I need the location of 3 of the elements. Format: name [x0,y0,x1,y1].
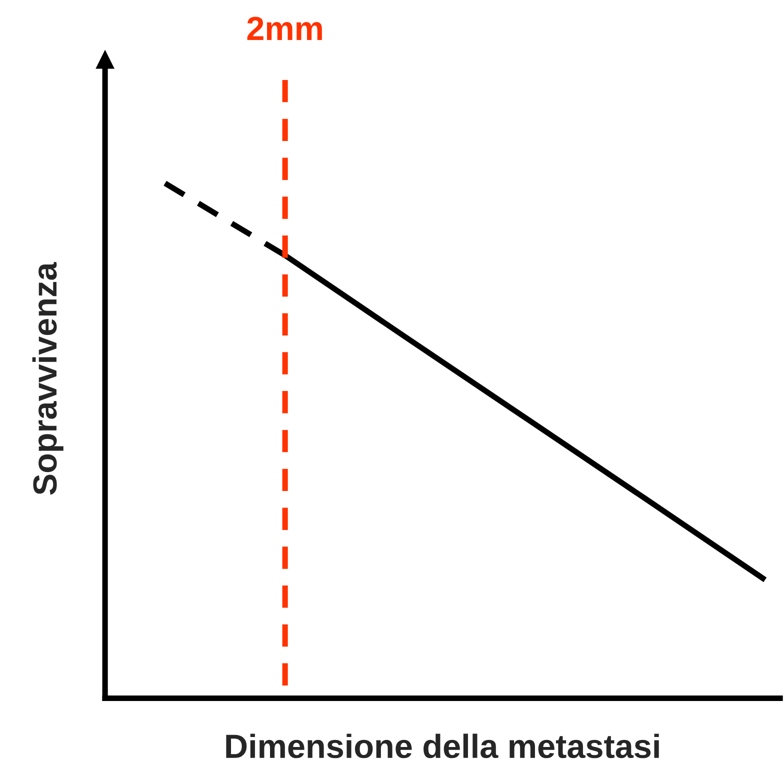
x-axis-title: Dimensione della metastasi [226,734,659,758]
text: 2mm [247,16,322,40]
y-axis-title: Sopravvivenza [32,262,64,495]
